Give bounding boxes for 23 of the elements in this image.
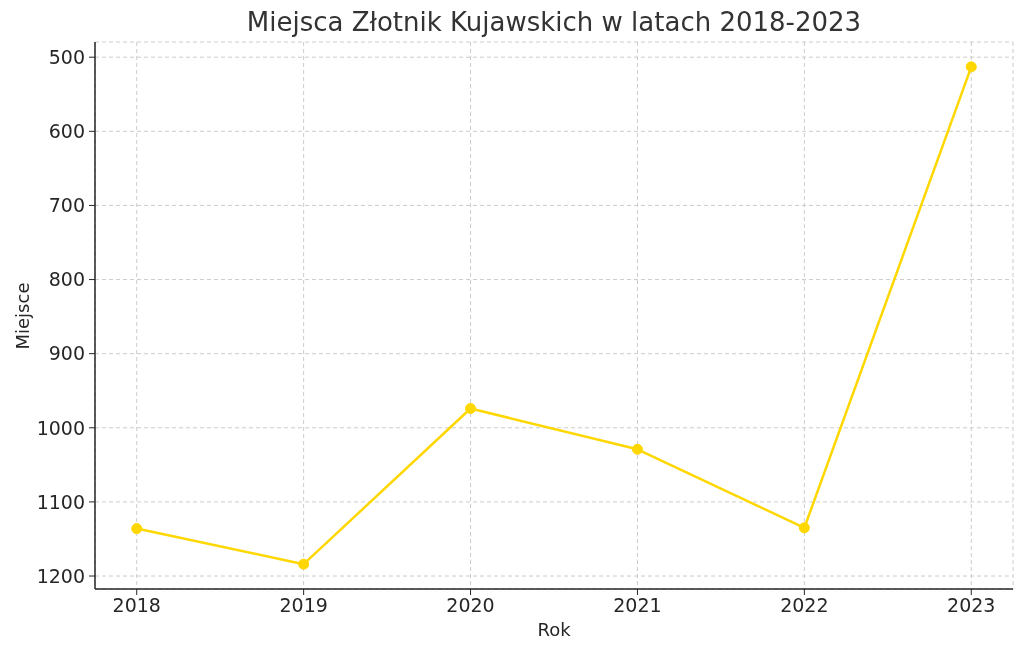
chart-title: Miejsca Złotnik Kujawskich w latach 2018-2023: [246, 7, 862, 37]
y-tick-label: 1000: [36, 416, 85, 439]
x-tick-label: 2020: [446, 594, 495, 617]
y-tick-label: 600: [48, 120, 85, 143]
x-tick-label: 2018: [112, 594, 161, 617]
y-axis-title: Miejsce: [11, 282, 33, 349]
x-tick-label: 2019: [279, 594, 328, 617]
point: [798, 522, 810, 534]
y-tick-label: 800: [48, 268, 85, 291]
x-tick-label: 2021: [613, 594, 662, 617]
x-tick-label: 2022: [780, 594, 829, 617]
y-tick-label: 1100: [36, 490, 85, 513]
y-tick-label: 1200: [36, 564, 85, 587]
point: [298, 558, 310, 570]
point: [631, 443, 643, 455]
y-tick-label: 500: [48, 45, 85, 68]
x-axis-title: Rok: [537, 618, 571, 640]
point: [131, 523, 143, 535]
x-tick-label: 2023: [947, 594, 996, 617]
y-tick-label: 700: [48, 194, 85, 217]
y-tick-label: 900: [48, 342, 85, 365]
point: [465, 403, 477, 415]
point: [965, 61, 977, 73]
